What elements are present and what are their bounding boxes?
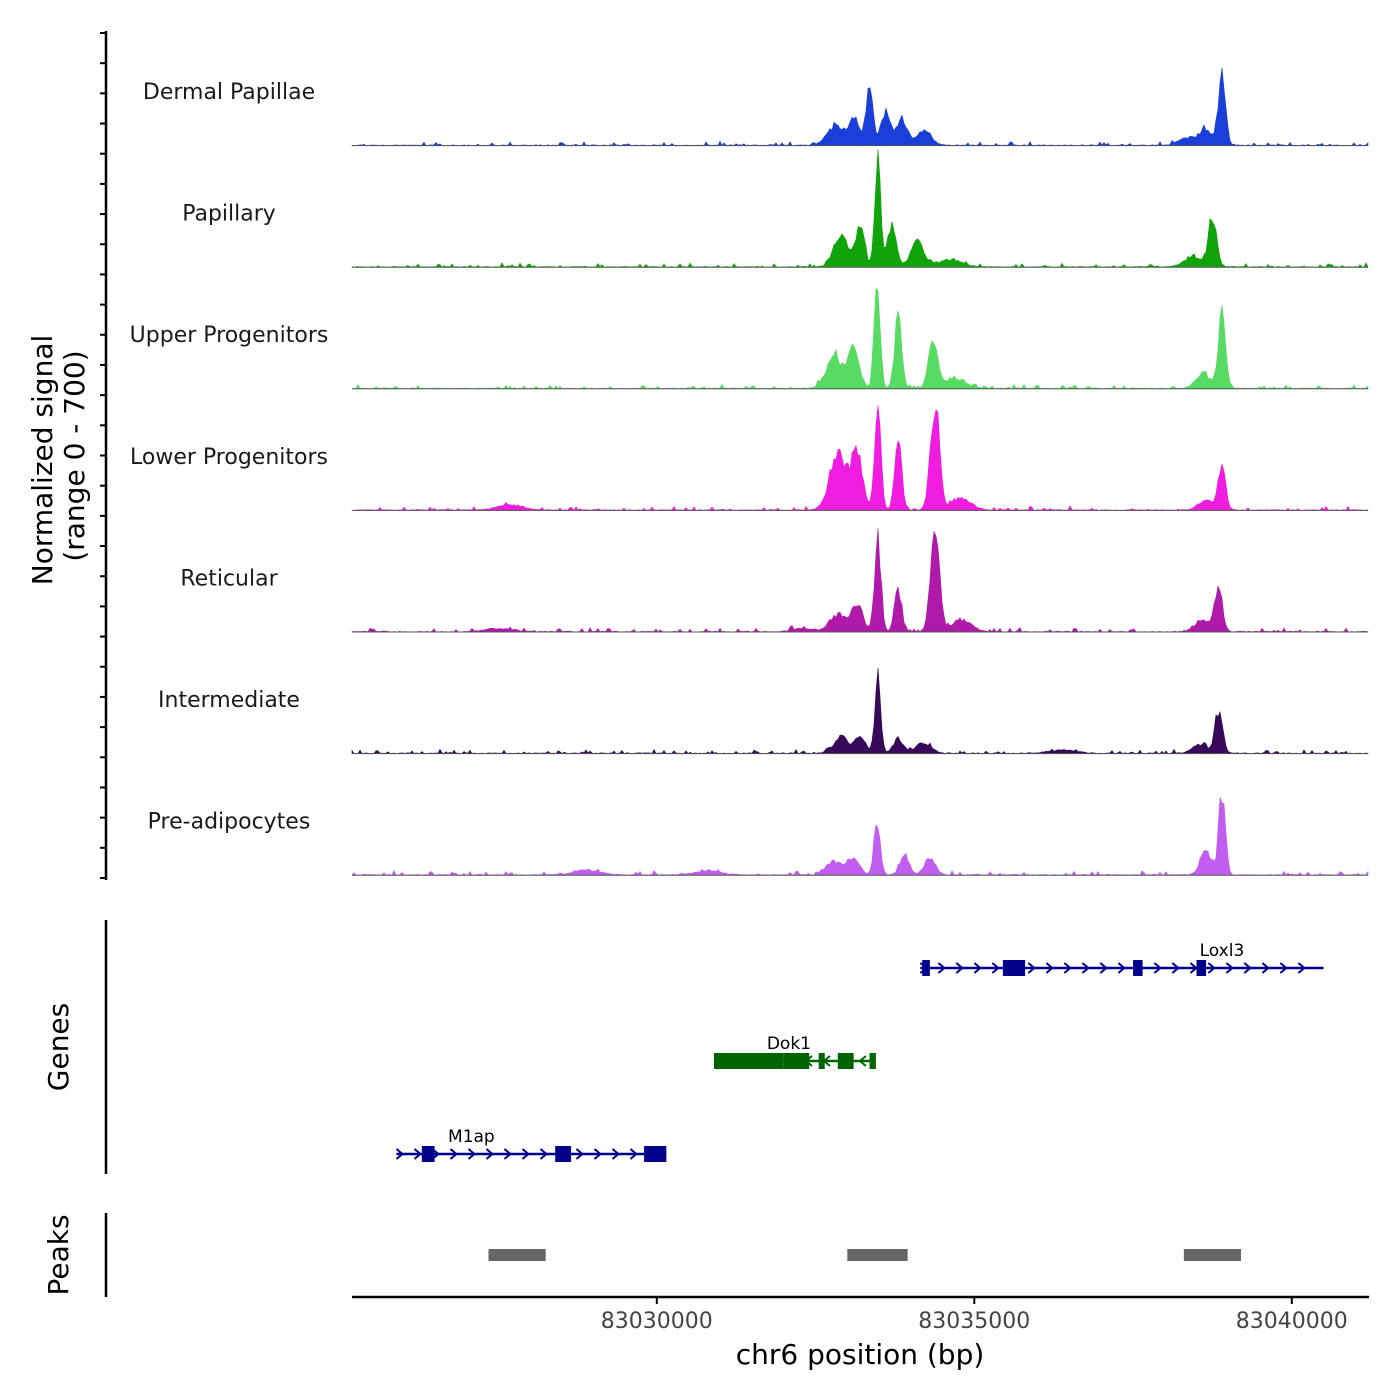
- coverage-area: [351, 528, 1369, 633]
- strand-arrow: [593, 1148, 603, 1160]
- genes-axis-title: Genes: [42, 1003, 75, 1091]
- strand-arrow: [955, 962, 964, 974]
- gene-exon: [818, 1053, 825, 1069]
- gene-exon: [1196, 960, 1207, 976]
- strand-arrow: [1225, 962, 1234, 974]
- strand-arrow: [449, 1148, 459, 1160]
- gene-exon: [837, 1053, 854, 1069]
- track-label: Intermediate: [158, 688, 300, 713]
- coverage-area: [351, 67, 1369, 147]
- gene-label: Dok1: [767, 1034, 811, 1054]
- strand-arrow: [503, 1148, 513, 1160]
- strand-arrow: [973, 962, 982, 974]
- genes-track: Loxl3 Dok1 M1ap: [395, 941, 1324, 1162]
- gene-loxl3: Loxl3: [919, 941, 1324, 976]
- strand-arrow: [539, 1148, 549, 1160]
- strand-arrow: [521, 1148, 531, 1160]
- coverage-area: [351, 287, 1369, 390]
- peaks-track: [488, 1249, 1241, 1261]
- strand-arrow: [858, 1055, 867, 1067]
- strand-arrow: [1171, 962, 1180, 974]
- strand-arrow: [395, 1148, 405, 1160]
- gene-exon: [1133, 960, 1143, 976]
- y-axis-range: (range 0 - 700): [58, 350, 91, 561]
- strand-arrow: [1027, 962, 1036, 974]
- coverage-track-upper-progenitors: Upper Progenitors: [130, 287, 1369, 390]
- strand-arrow: [1207, 962, 1216, 974]
- track-label: Lower Progenitors: [130, 445, 328, 470]
- gene-exon: [713, 1053, 784, 1069]
- gene-exon: [644, 1146, 667, 1162]
- coverage-tracks: Dermal Papillae Papillary Upper Progenitor…: [130, 67, 1369, 876]
- coverage-area: [351, 149, 1369, 268]
- track-label: Pre-adipocytes: [148, 810, 311, 835]
- gene-exon: [421, 1146, 435, 1162]
- gene-exon: [783, 1053, 810, 1069]
- strand-arrow: [1099, 962, 1108, 974]
- coverage-area: [351, 405, 1369, 511]
- x-tick-label: 83030000: [601, 1309, 713, 1334]
- strand-arrow: [1297, 962, 1306, 974]
- coverage-track-papillary: Papillary: [182, 149, 1369, 268]
- strand-arrow: [937, 962, 946, 974]
- strand-arrow: [575, 1148, 585, 1160]
- x-axis-title: chr6 position (bp): [736, 1338, 985, 1371]
- strand-arrow: [467, 1148, 477, 1160]
- peak-region: [1183, 1249, 1241, 1261]
- strand-arrow: [413, 1148, 423, 1160]
- track-label: Reticular: [180, 566, 278, 591]
- track-label: Papillary: [182, 202, 276, 227]
- coverage-track-dermal-papillae: Dermal Papillae: [143, 67, 1369, 147]
- gene-label: M1ap: [448, 1127, 495, 1147]
- gene-exon: [922, 960, 930, 976]
- strand-arrow: [611, 1148, 621, 1160]
- strand-arrow: [1081, 962, 1090, 974]
- gene-exon: [555, 1146, 572, 1162]
- gene-exon: [1002, 960, 1026, 976]
- strand-arrow: [485, 1148, 495, 1160]
- gene-dok1: Dok1: [713, 1034, 876, 1069]
- coverage-area: [351, 797, 1369, 876]
- strand-arrow: [1117, 962, 1126, 974]
- strand-arrow: [1063, 962, 1072, 974]
- peaks-axis-title: Peaks: [42, 1214, 75, 1295]
- coverage-track-reticular: Reticular: [180, 528, 1369, 633]
- y-axis-title: Normalized signal: [26, 335, 59, 586]
- strand-arrow: [1189, 962, 1198, 974]
- strand-arrow: [991, 962, 1000, 974]
- strand-arrow: [1243, 962, 1252, 974]
- peak-region: [488, 1249, 546, 1261]
- coverage-area: [351, 668, 1369, 755]
- x-tick-label: 83040000: [1236, 1309, 1348, 1334]
- coverage-track-lower-progenitors: Lower Progenitors: [130, 405, 1369, 511]
- track-label: Dermal Papillae: [143, 80, 315, 105]
- gene-m1ap: M1ap: [395, 1127, 667, 1162]
- gene-label: Loxl3: [1200, 941, 1245, 961]
- x-tick-label: 83035000: [918, 1309, 1030, 1334]
- coverage-track-pre-adipocytes: Pre-adipocytes: [148, 797, 1369, 876]
- coverage-track-intermediate: Intermediate: [158, 668, 1369, 755]
- strand-arrow: [1261, 962, 1270, 974]
- track-label: Upper Progenitors: [130, 323, 329, 348]
- strand-arrow: [629, 1148, 639, 1160]
- strand-arrow: [1153, 962, 1162, 974]
- strand-arrow: [1045, 962, 1054, 974]
- strand-arrow: [1279, 962, 1288, 974]
- axes: 83030000 83035000 83040000: [100, 31, 1369, 1334]
- gene-exon: [869, 1053, 876, 1069]
- peak-region: [847, 1249, 908, 1261]
